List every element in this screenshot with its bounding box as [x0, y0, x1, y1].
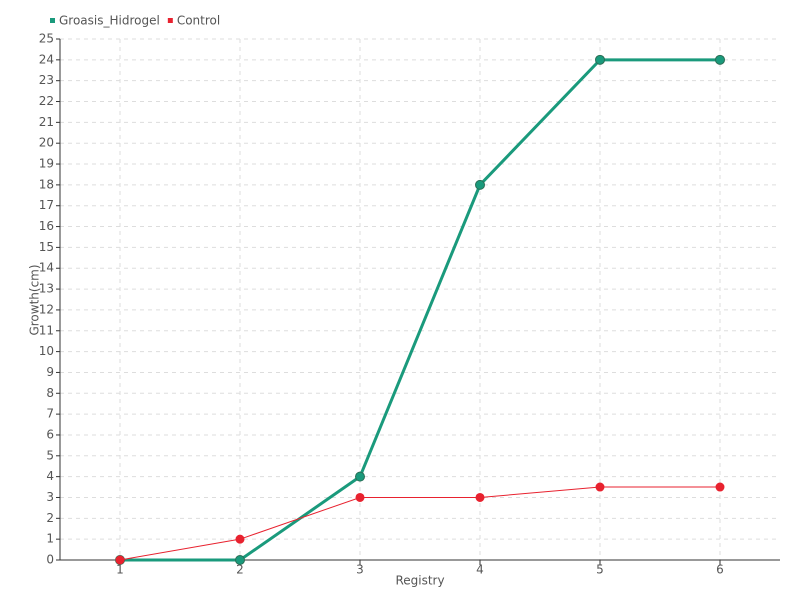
data-point: [115, 555, 125, 565]
y-tick-label: 24: [39, 52, 54, 66]
data-point: [595, 482, 605, 492]
data-point: [355, 471, 365, 482]
legend-label: Groasis_Hidrogel: [59, 14, 160, 28]
y-tick-label: 18: [39, 177, 54, 191]
x-tick-label: 2: [236, 563, 244, 577]
x-tick-label: 3: [356, 563, 364, 577]
y-tick-label: 14: [39, 261, 54, 275]
x-tick-label: 5: [596, 563, 604, 577]
y-tick-label: 6: [46, 427, 54, 441]
data-point: [235, 555, 245, 565]
y-tick-label: 20: [39, 136, 54, 150]
x-tick-label: 6: [716, 563, 724, 577]
y-tick-label: 5: [46, 448, 54, 462]
y-tick-label: 1: [46, 532, 54, 546]
data-point: [475, 492, 485, 502]
data-point: [715, 54, 725, 65]
data-point: [595, 54, 605, 65]
y-tick-label: 11: [39, 323, 54, 337]
y-tick-label: 9: [46, 365, 54, 379]
y-tick-label: 23: [39, 73, 54, 87]
y-tick-label: 25: [39, 32, 54, 46]
x-tick-label: 4: [476, 563, 484, 577]
y-tick-label: 8: [46, 386, 54, 400]
y-tick-label: 19: [39, 157, 54, 171]
series-line: [119, 486, 720, 561]
y-tick-label: 7: [46, 407, 54, 421]
y-tick-label: 4: [46, 469, 54, 483]
x-tick-label: 1: [116, 563, 124, 577]
y-tick-label: 15: [39, 240, 54, 254]
legend-swatch: [50, 18, 55, 23]
data-point: [235, 534, 245, 544]
data-point: [715, 482, 725, 492]
y-tick-label: 22: [39, 94, 54, 108]
series-line: [120, 58, 720, 562]
y-tick-label: 21: [39, 115, 54, 129]
data-point: [475, 179, 485, 190]
y-tick-label: 2: [46, 511, 54, 525]
data-point: [355, 492, 365, 502]
y-tick-label: 13: [39, 282, 54, 296]
x-axis-label: Registry: [395, 574, 444, 588]
legend-label: Control: [177, 14, 220, 28]
y-tick-label: 0: [46, 553, 54, 567]
y-tick-label: 3: [46, 490, 54, 504]
legend-swatch: [167, 18, 173, 23]
y-tick-label: 16: [39, 219, 54, 233]
y-tick-label: 17: [39, 198, 54, 212]
y-tick-label: 10: [39, 344, 54, 358]
y-axis-label: Growth(cm): [28, 264, 42, 335]
y-tick-label: 12: [39, 302, 54, 316]
